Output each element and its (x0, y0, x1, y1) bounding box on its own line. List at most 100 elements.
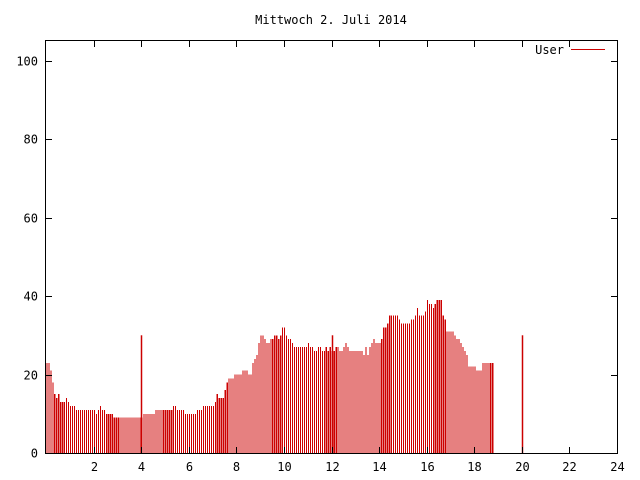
bar (405, 323, 407, 453)
bar (292, 343, 294, 453)
bar (268, 343, 270, 453)
bar (190, 413, 193, 453)
bar (387, 323, 389, 453)
bar (50, 370, 52, 453)
bar (303, 347, 306, 453)
bar (85, 409, 88, 453)
bar (103, 409, 105, 453)
bar (208, 405, 210, 453)
bar (79, 409, 82, 453)
bar (452, 331, 454, 453)
bar (474, 366, 476, 453)
bar (446, 331, 448, 453)
x-tick-label: 22 (562, 460, 576, 474)
bar (353, 350, 355, 453)
bar (78, 409, 80, 453)
bar (377, 343, 379, 453)
bar (466, 354, 468, 453)
bar (290, 339, 292, 453)
bar (309, 347, 311, 453)
bar (488, 362, 490, 453)
bar (385, 327, 387, 453)
bar (407, 323, 409, 453)
bar (442, 315, 444, 453)
bar (167, 409, 169, 453)
bar (246, 370, 248, 453)
bar (424, 311, 426, 453)
bar (282, 327, 284, 453)
bar (204, 405, 206, 453)
bar (454, 335, 456, 453)
bar (355, 350, 357, 453)
x-tick-label: 20 (515, 460, 529, 474)
bar (296, 347, 298, 453)
y-tick-label: 100 (16, 55, 38, 69)
x-tick-label: 8 (233, 460, 240, 474)
bar (395, 315, 397, 453)
bar (113, 417, 115, 453)
bar (307, 343, 309, 453)
x-tick-label: 2 (91, 460, 98, 474)
bar (58, 394, 60, 453)
bar (250, 374, 252, 453)
bar (286, 335, 288, 453)
bar (472, 366, 474, 453)
bar (89, 409, 91, 453)
bar (99, 405, 101, 453)
bar (416, 307, 419, 453)
bar (315, 350, 317, 453)
bar (149, 413, 151, 453)
bar (339, 350, 341, 453)
bar (313, 350, 315, 453)
bar-series (46, 299, 494, 453)
bar (68, 401, 70, 453)
bar (327, 350, 329, 453)
y-tick-label: 60 (24, 212, 38, 226)
bar (305, 347, 308, 453)
bar (329, 347, 331, 453)
bar (66, 398, 68, 453)
y-tick-label: 80 (24, 133, 38, 147)
bar (81, 409, 84, 453)
bar (444, 319, 446, 453)
bar (373, 339, 375, 453)
bar (101, 409, 103, 453)
bar (319, 347, 321, 453)
bar (111, 413, 113, 453)
bar (460, 343, 462, 453)
bar (462, 347, 464, 453)
bar (280, 335, 282, 453)
bar (420, 315, 422, 453)
bar (478, 370, 480, 453)
bar (169, 409, 171, 453)
bar (430, 303, 432, 453)
bar (87, 409, 90, 453)
bar (127, 417, 129, 453)
bar (258, 343, 260, 453)
bar (288, 339, 290, 453)
bar (325, 347, 327, 453)
bar (381, 339, 383, 453)
bar (200, 409, 202, 453)
bar (185, 413, 187, 453)
bar (93, 409, 95, 453)
bar (393, 315, 395, 453)
bar (426, 299, 428, 453)
bar (125, 417, 127, 453)
bar (212, 405, 214, 453)
bar (399, 319, 401, 453)
bar (266, 343, 268, 453)
bar (301, 347, 304, 453)
bar (389, 315, 391, 453)
bar (337, 347, 339, 453)
bar (62, 401, 64, 453)
bar (198, 409, 200, 453)
bar (414, 315, 417, 453)
bar (428, 303, 430, 453)
y-tick-label: 40 (24, 290, 38, 304)
bar (175, 405, 177, 453)
bar (369, 347, 371, 453)
bar (264, 339, 266, 453)
bar (131, 417, 133, 453)
bar (391, 315, 393, 453)
